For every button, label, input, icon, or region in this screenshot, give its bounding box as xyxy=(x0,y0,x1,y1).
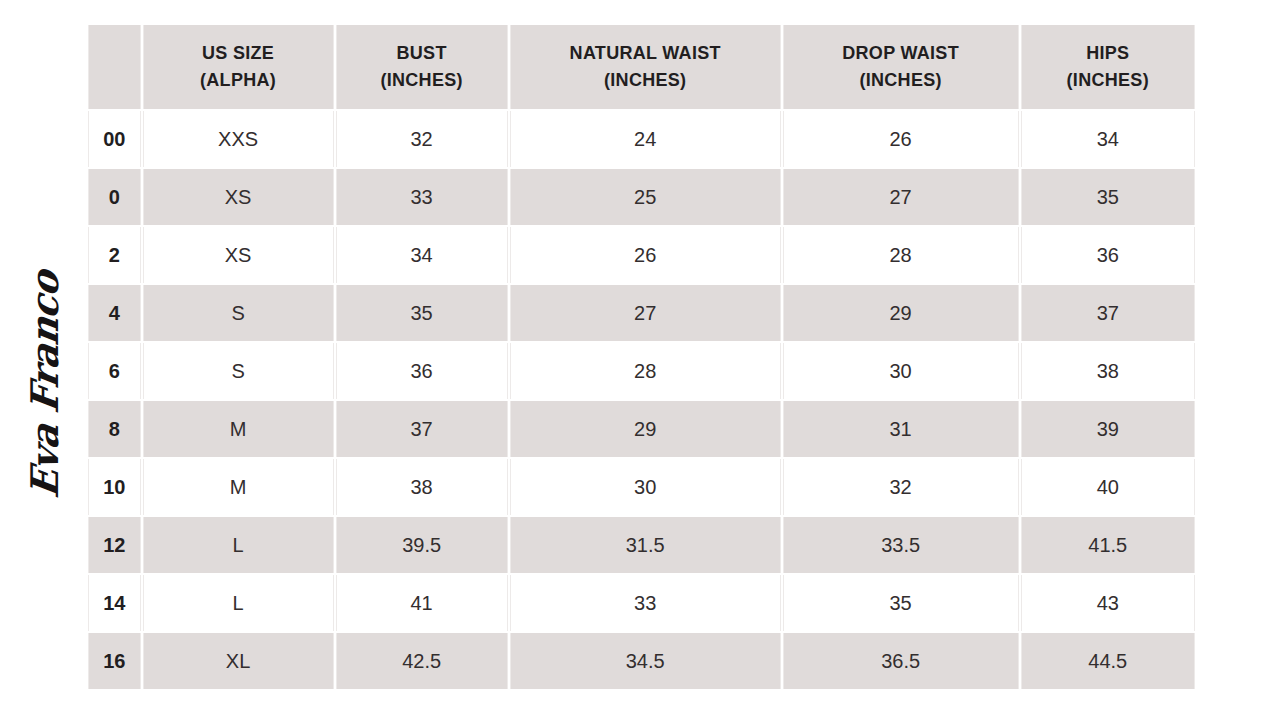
bust-cell: 32 xyxy=(336,111,508,167)
alpha-size-cell: M xyxy=(143,459,334,515)
us-size-cell: 2 xyxy=(88,227,141,283)
us-size-cell: 12 xyxy=(88,517,141,573)
bust-cell: 35 xyxy=(336,285,508,341)
brand-logo: Eva Franco xyxy=(2,272,88,496)
alpha-size-cell: S xyxy=(143,343,334,399)
drop-waist-cell: 30 xyxy=(783,343,1019,399)
drop-waist-cell: 36.5 xyxy=(783,633,1019,689)
bust-cell: 33 xyxy=(336,169,508,225)
table-header: US SIZE (ALPHA) BUST (INCHES) NATURAL WA… xyxy=(88,25,1195,109)
column-header-bust: BUST (INCHES) xyxy=(336,25,508,109)
table-row-size-00: 00 XXS 32 24 26 34 xyxy=(88,111,1195,167)
table-row-size-8: 8 M 37 29 31 39 xyxy=(88,401,1195,457)
corner-header-cell xyxy=(88,25,141,109)
drop-waist-cell: 32 xyxy=(783,459,1019,515)
drop-waist-cell: 26 xyxy=(783,111,1019,167)
natural-waist-cell: 27 xyxy=(510,285,781,341)
natural-waist-cell: 34.5 xyxy=(510,633,781,689)
alpha-size-cell: XS xyxy=(143,169,334,225)
natural-waist-cell: 33 xyxy=(510,575,781,631)
us-size-cell: 6 xyxy=(88,343,141,399)
hips-cell: 37 xyxy=(1021,285,1195,341)
natural-waist-cell: 26 xyxy=(510,227,781,283)
table-row-size-2: 2 XS 34 26 28 36 xyxy=(88,227,1195,283)
table-row-size-10: 10 M 38 30 32 40 xyxy=(88,459,1195,515)
hips-cell: 36 xyxy=(1021,227,1195,283)
alpha-size-cell: XXS xyxy=(143,111,334,167)
natural-waist-cell: 29 xyxy=(510,401,781,457)
us-size-cell: 10 xyxy=(88,459,141,515)
alpha-size-cell: L xyxy=(143,575,334,631)
us-size-cell: 4 xyxy=(88,285,141,341)
hips-cell: 38 xyxy=(1021,343,1195,399)
drop-waist-cell: 28 xyxy=(783,227,1019,283)
natural-waist-cell: 30 xyxy=(510,459,781,515)
natural-waist-cell: 31.5 xyxy=(510,517,781,573)
table-row-size-6: 6 S 36 28 30 38 xyxy=(88,343,1195,399)
bust-cell: 34 xyxy=(336,227,508,283)
column-header-us-size-alpha: US SIZE (ALPHA) xyxy=(143,25,334,109)
bust-cell: 41 xyxy=(336,575,508,631)
table-body: 00 XXS 32 24 26 34 0 XS 33 25 27 35 2 XS… xyxy=(88,111,1195,689)
hips-cell: 41.5 xyxy=(1021,517,1195,573)
alpha-size-cell: L xyxy=(143,517,334,573)
table-row-size-0: 0 XS 33 25 27 35 xyxy=(88,169,1195,225)
drop-waist-cell: 33.5 xyxy=(783,517,1019,573)
table-row-size-14: 14 L 41 33 35 43 xyxy=(88,575,1195,631)
bust-cell: 36 xyxy=(336,343,508,399)
drop-waist-cell: 29 xyxy=(783,285,1019,341)
bust-cell: 42.5 xyxy=(336,633,508,689)
hips-cell: 34 xyxy=(1021,111,1195,167)
natural-waist-cell: 28 xyxy=(510,343,781,399)
hips-cell: 40 xyxy=(1021,459,1195,515)
bust-cell: 38 xyxy=(336,459,508,515)
table-row-size-16: 16 XL 42.5 34.5 36.5 44.5 xyxy=(88,633,1195,689)
table-row-size-4: 4 S 35 27 29 37 xyxy=(88,285,1195,341)
bust-cell: 39.5 xyxy=(336,517,508,573)
us-size-cell: 16 xyxy=(88,633,141,689)
natural-waist-cell: 24 xyxy=(510,111,781,167)
column-header-drop-waist: DROP WAIST (INCHES) xyxy=(783,25,1019,109)
alpha-size-cell: XS xyxy=(143,227,334,283)
hips-cell: 43 xyxy=(1021,575,1195,631)
us-size-cell: 00 xyxy=(88,111,141,167)
us-size-cell: 8 xyxy=(88,401,141,457)
drop-waist-cell: 35 xyxy=(783,575,1019,631)
column-header-natural-waist: NATURAL WAIST (INCHES) xyxy=(510,25,781,109)
brand-logo-text: Eva Franco xyxy=(23,268,68,500)
natural-waist-cell: 25 xyxy=(510,169,781,225)
hips-cell: 44.5 xyxy=(1021,633,1195,689)
size-chart-table: US SIZE (ALPHA) BUST (INCHES) NATURAL WA… xyxy=(86,23,1197,691)
column-header-hips: HIPS (INCHES) xyxy=(1021,25,1195,109)
us-size-cell: 14 xyxy=(88,575,141,631)
us-size-cell: 0 xyxy=(88,169,141,225)
bust-cell: 37 xyxy=(336,401,508,457)
alpha-size-cell: XL xyxy=(143,633,334,689)
table-row-size-12: 12 L 39.5 31.5 33.5 41.5 xyxy=(88,517,1195,573)
alpha-size-cell: S xyxy=(143,285,334,341)
hips-cell: 39 xyxy=(1021,401,1195,457)
alpha-size-cell: M xyxy=(143,401,334,457)
drop-waist-cell: 27 xyxy=(783,169,1019,225)
header-row: US SIZE (ALPHA) BUST (INCHES) NATURAL WA… xyxy=(88,25,1195,109)
size-chart-page: Eva Franco US SIZE (ALPHA) BUST (INCHES)… xyxy=(0,0,1280,720)
drop-waist-cell: 31 xyxy=(783,401,1019,457)
hips-cell: 35 xyxy=(1021,169,1195,225)
